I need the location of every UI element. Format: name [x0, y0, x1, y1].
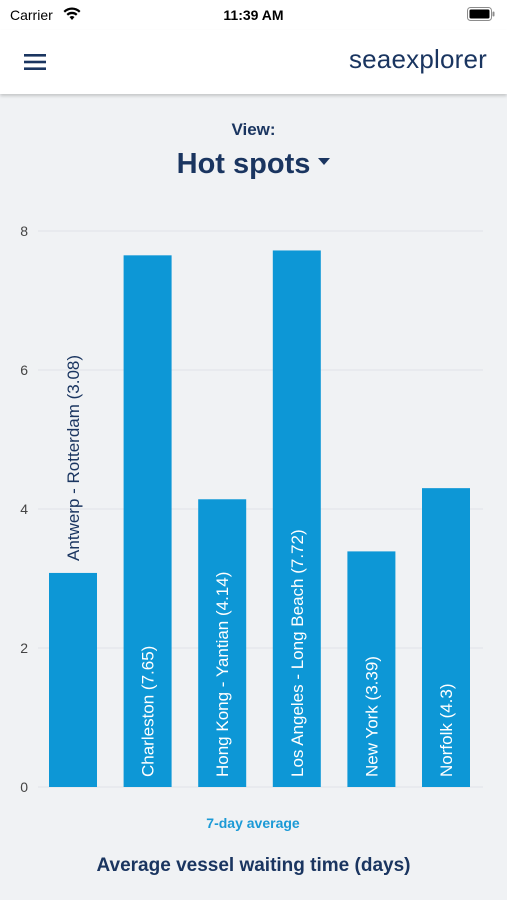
bar-data-label: Norfolk (4.3): [437, 683, 456, 777]
app-header: seaexplorer: [0, 30, 507, 94]
chart-title: Average vessel waiting time (days): [96, 855, 411, 876]
view-selected-value: Hot spots: [176, 148, 311, 180]
bar[interactable]: [49, 572, 97, 787]
y-tick-label: 8: [20, 223, 28, 239]
bar[interactable]: [123, 255, 172, 787]
status-bar: Carrier 11:39 AM: [0, 0, 507, 30]
bar[interactable]: [422, 488, 470, 787]
bar[interactable]: [347, 551, 396, 787]
y-tick-label: 2: [20, 640, 28, 656]
bar-data-label: New York (3.39): [362, 656, 381, 777]
menu-icon[interactable]: [22, 50, 48, 74]
bar-data-label: Antwerp - Rotterdam (3.08): [64, 355, 83, 561]
y-tick-label: 0: [20, 779, 28, 795]
carrier-label: Carrier: [10, 7, 53, 23]
bar[interactable]: [272, 250, 321, 788]
bar[interactable]: [198, 499, 247, 787]
battery-icon: [467, 7, 495, 21]
bar-data-label: Hong Kong - Yantian (4.14): [213, 572, 232, 777]
bar-data-label: Charleston (7.65): [139, 646, 158, 777]
y-tick-label: 6: [20, 362, 28, 378]
bar-data-label: Los Angeles - Long Beach (7.72): [288, 529, 307, 777]
brand-logo: seaexplorer: [348, 44, 487, 74]
bar-chart: 0 2 4 6 8 Antwerp - Rotterdam (3.08) Charlest…: [20, 223, 483, 831]
view-dropdown[interactable]: Hot spots: [0, 148, 507, 188]
status-time: 11:39 AM: [223, 7, 284, 23]
y-tick-label: 4: [20, 501, 28, 517]
caret-down-icon: [318, 157, 331, 165]
x-axis-label: 7-day average: [206, 815, 300, 831]
view-label: View:: [231, 120, 276, 139]
wifi-icon: [63, 7, 81, 20]
